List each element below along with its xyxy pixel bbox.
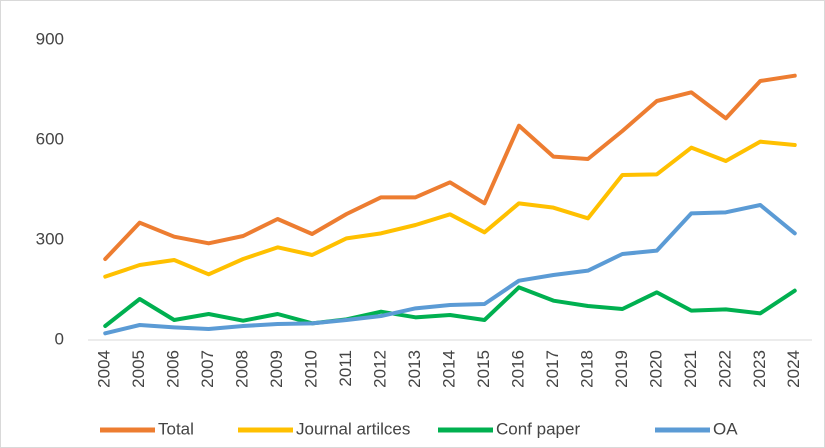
y-tick-label: 900: [36, 29, 64, 48]
x-tick-label: 2010: [302, 350, 321, 388]
x-tick-label: 2004: [95, 350, 114, 388]
x-tick-label: 2008: [233, 350, 252, 388]
y-tick-label: 600: [36, 129, 64, 148]
series-line: [103, 73, 797, 261]
x-tick-label: 2007: [198, 350, 217, 388]
x-tick-label: 2009: [267, 350, 286, 388]
x-tick-label: 2017: [543, 350, 562, 388]
x-tick-label: 2014: [439, 350, 458, 388]
series-line: [103, 139, 797, 279]
series-line: [103, 285, 797, 328]
x-tick-label: 2016: [508, 350, 527, 388]
x-tick-label: 2018: [577, 350, 596, 388]
x-tick-label: 2011: [336, 350, 355, 387]
x-tick-label: 2006: [164, 350, 183, 388]
legend-label: Conf paper: [496, 419, 580, 438]
x-tick-label: 2012: [371, 350, 390, 388]
legend-label: OA: [713, 419, 738, 438]
y-tick-label: 300: [36, 229, 64, 248]
x-tick-label: 2015: [474, 350, 493, 388]
y-tick-label: 0: [55, 329, 64, 348]
x-tick-label: 2019: [612, 350, 631, 388]
x-tick-label: 2005: [129, 350, 148, 388]
x-tick-label: 2021: [681, 350, 700, 388]
x-tick-label: 2013: [405, 350, 424, 388]
legend-label: Journal artilces: [296, 419, 410, 438]
x-tick-label: 2022: [715, 350, 734, 388]
x-tick-label: 2023: [750, 350, 769, 388]
x-tick-label: 2024: [784, 350, 803, 388]
series-line: [103, 203, 797, 336]
x-tick-label: 2020: [646, 350, 665, 388]
legend-label: Total: [158, 419, 194, 438]
